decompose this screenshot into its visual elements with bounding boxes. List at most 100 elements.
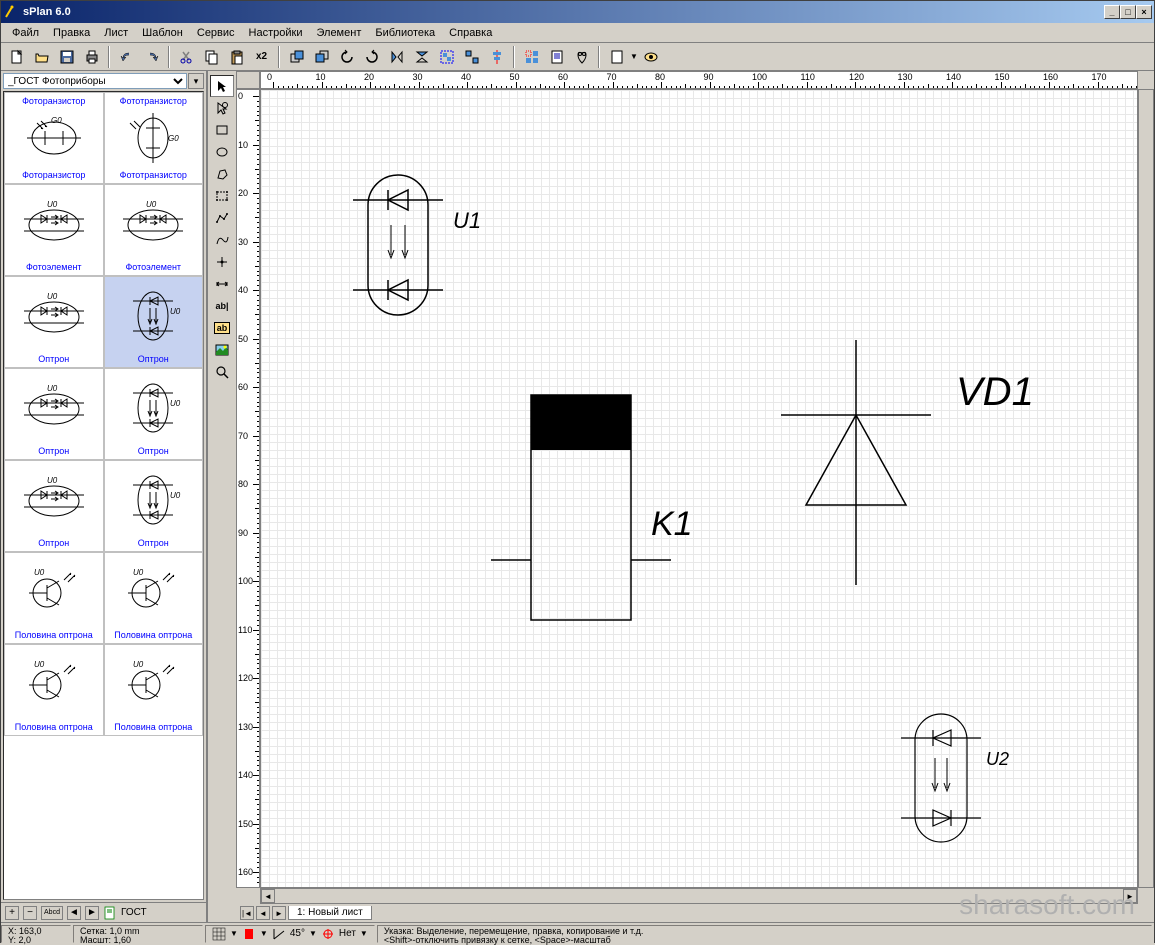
library-item[interactable]: U0Половина оптрона: [104, 644, 204, 736]
find-icon[interactable]: [570, 46, 593, 68]
pointer-tool[interactable]: [210, 75, 234, 97]
library-item[interactable]: U0Оптрон: [104, 276, 204, 368]
ortho-icon[interactable]: [242, 927, 256, 941]
special-tool[interactable]: [210, 185, 234, 207]
menu-settings[interactable]: Настройки: [242, 25, 310, 41]
library-item-thumb: U0: [107, 279, 201, 353]
library-item[interactable]: U0Фотоэлемент: [104, 184, 204, 276]
duplicate-icon[interactable]: x2: [250, 46, 273, 68]
rotate-right-icon[interactable]: [360, 46, 383, 68]
close-button[interactable]: ×: [1136, 5, 1152, 19]
menu-element[interactable]: Элемент: [309, 25, 368, 41]
paste-icon[interactable]: [225, 46, 248, 68]
flip-v-icon[interactable]: [410, 46, 433, 68]
node-tool[interactable]: [210, 251, 234, 273]
library-item-label-bottom: Фототранзистор: [120, 169, 187, 181]
polygon-tool[interactable]: [210, 163, 234, 185]
library-item[interactable]: U0Оптрон: [4, 460, 104, 552]
library-item[interactable]: U0Оптрон: [4, 368, 104, 460]
align-icon[interactable]: [485, 46, 508, 68]
component-k1[interactable]: K1: [471, 390, 721, 650]
rotate-left-icon[interactable]: [335, 46, 358, 68]
vertical-scrollbar[interactable]: [1138, 89, 1154, 888]
tab-next-button[interactable]: ►: [272, 906, 286, 920]
menu-service[interactable]: Сервис: [190, 25, 242, 41]
rect-tool[interactable]: [210, 119, 234, 141]
library-item[interactable]: U0Оптрон: [4, 276, 104, 368]
ungroup-icon[interactable]: [460, 46, 483, 68]
bezier-tool[interactable]: [210, 229, 234, 251]
copy-icon[interactable]: [200, 46, 223, 68]
angle-icon[interactable]: [272, 927, 286, 941]
select-similar-icon[interactable]: [520, 46, 543, 68]
text-tool[interactable]: ab|: [210, 295, 234, 317]
component-u1[interactable]: U1: [353, 170, 483, 320]
svg-text:G0: G0: [168, 134, 179, 143]
svg-text:U0: U0: [133, 568, 144, 577]
lib-label-button[interactable]: Abcd: [41, 906, 63, 920]
group-icon[interactable]: [435, 46, 458, 68]
menu-template[interactable]: Шаблон: [135, 25, 190, 41]
library-item[interactable]: U0Половина оптрона: [4, 552, 104, 644]
horizontal-scrollbar[interactable]: ◄ ►: [260, 888, 1138, 904]
tab-prev-button[interactable]: ◄: [256, 906, 270, 920]
library-item[interactable]: U0Половина оптрона: [4, 644, 104, 736]
dropdown-arrow-icon[interactable]: ▼: [630, 52, 638, 61]
menu-file[interactable]: Файл: [5, 25, 46, 41]
library-item-label-bottom: Половина оптрона: [15, 629, 93, 641]
library-footer-text: ГОСТ: [121, 907, 147, 918]
magnify-tool[interactable]: [210, 361, 234, 383]
zoom-extent-icon[interactable]: [640, 46, 663, 68]
library-item[interactable]: U0Оптрон: [104, 368, 204, 460]
flip-h-icon[interactable]: [385, 46, 408, 68]
image-tool[interactable]: [210, 339, 234, 361]
maximize-button[interactable]: □: [1120, 5, 1136, 19]
circle-tool[interactable]: [210, 141, 234, 163]
sheets-icon[interactable]: [545, 46, 568, 68]
lib-prev-button[interactable]: ◄: [67, 906, 81, 920]
library-dropdown-button[interactable]: ▾: [188, 73, 204, 89]
line-tool[interactable]: [210, 207, 234, 229]
undo-icon[interactable]: [115, 46, 138, 68]
main-area: _ГОСТ Фотоприборы ▾ ФоторанзисторG0Фотор…: [1, 71, 1154, 922]
library-item[interactable]: U0Оптрон: [104, 460, 204, 552]
toolbar-separator: [513, 46, 515, 68]
label-tool[interactable]: ab: [210, 317, 234, 339]
drawing-canvas[interactable]: U1 K1 VD1: [260, 89, 1138, 888]
library-select[interactable]: _ГОСТ Фотоприборы: [3, 73, 187, 89]
library-item[interactable]: U0Фотоэлемент: [4, 184, 104, 276]
print-icon[interactable]: [80, 46, 103, 68]
dimension-tool[interactable]: [210, 273, 234, 295]
library-item[interactable]: U0Половина оптрона: [104, 552, 204, 644]
lib-next-button[interactable]: ►: [85, 906, 99, 920]
sendback-icon[interactable]: [310, 46, 333, 68]
library-item-label-bottom: Фоторанзистор: [22, 169, 85, 181]
minimize-button[interactable]: _: [1104, 5, 1120, 19]
snap-point-icon[interactable]: [321, 927, 335, 941]
save-icon[interactable]: [55, 46, 78, 68]
library-item[interactable]: ФоторанзисторG0Фоторанзистор: [4, 92, 104, 184]
redo-icon[interactable]: [140, 46, 163, 68]
lib-remove-button[interactable]: −: [23, 906, 37, 920]
sheet-tab[interactable]: 1: Новый лист: [288, 906, 372, 920]
grid-snap-icon[interactable]: [212, 927, 226, 941]
component-u2[interactable]: U2: [901, 710, 1021, 855]
zoom-tool[interactable]: [210, 97, 234, 119]
menubar: Файл Правка Лист Шаблон Сервис Настройки…: [1, 23, 1154, 43]
lib-add-button[interactable]: +: [5, 906, 19, 920]
menu-help[interactable]: Справка: [442, 25, 499, 41]
menu-library[interactable]: Библиотека: [368, 25, 442, 41]
status-grid-zoom: Сетка: 1,0 mmМасшт: 1,60: [73, 925, 203, 943]
sheet-tabs: |◄ ◄ ► 1: Новый лист: [236, 904, 1154, 922]
page-setup-icon[interactable]: [605, 46, 628, 68]
menu-sheet[interactable]: Лист: [97, 25, 135, 41]
menu-edit[interactable]: Правка: [46, 25, 97, 41]
component-vd1[interactable]: VD1: [771, 330, 1061, 610]
library-item[interactable]: ФототранзисторG0Фототранзистор: [104, 92, 204, 184]
open-icon[interactable]: [30, 46, 53, 68]
tab-first-button[interactable]: |◄: [240, 906, 254, 920]
bringfront-icon[interactable]: [285, 46, 308, 68]
app-title: sPlan 6.0: [23, 6, 1104, 18]
cut-icon[interactable]: [175, 46, 198, 68]
new-icon[interactable]: [5, 46, 28, 68]
